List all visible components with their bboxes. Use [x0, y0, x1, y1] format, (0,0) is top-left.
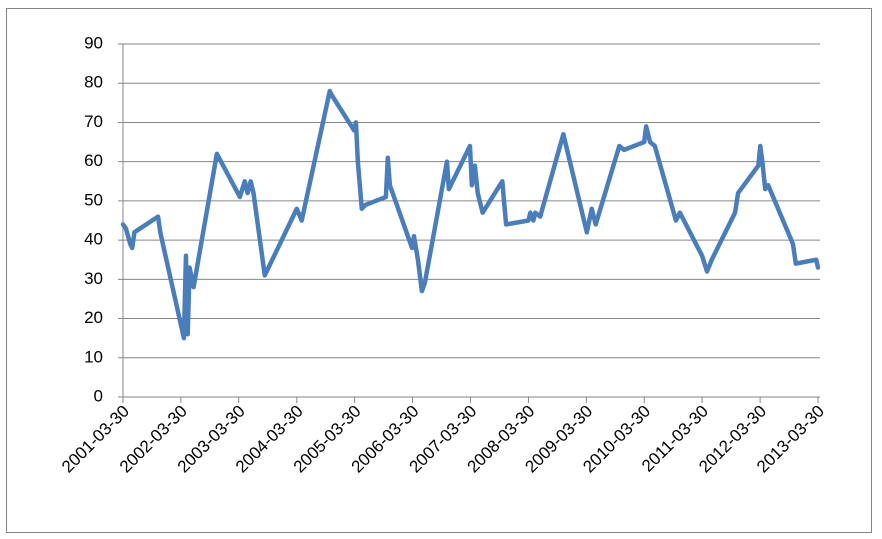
y-tick-label: 80 — [84, 73, 103, 92]
y-tick-label: 30 — [84, 269, 103, 288]
chart-border — [6, 8, 872, 533]
y-tick-label: 20 — [84, 308, 103, 327]
y-tick-label: 40 — [84, 230, 103, 249]
y-tick-label: 60 — [84, 151, 103, 170]
y-tick-label: 10 — [84, 347, 103, 366]
y-tick-label: 0 — [94, 386, 103, 405]
y-tick-label: 70 — [84, 112, 103, 131]
y-tick-label: 50 — [84, 190, 103, 209]
y-tick-label: 90 — [84, 33, 103, 52]
data-line — [120, 88, 821, 341]
